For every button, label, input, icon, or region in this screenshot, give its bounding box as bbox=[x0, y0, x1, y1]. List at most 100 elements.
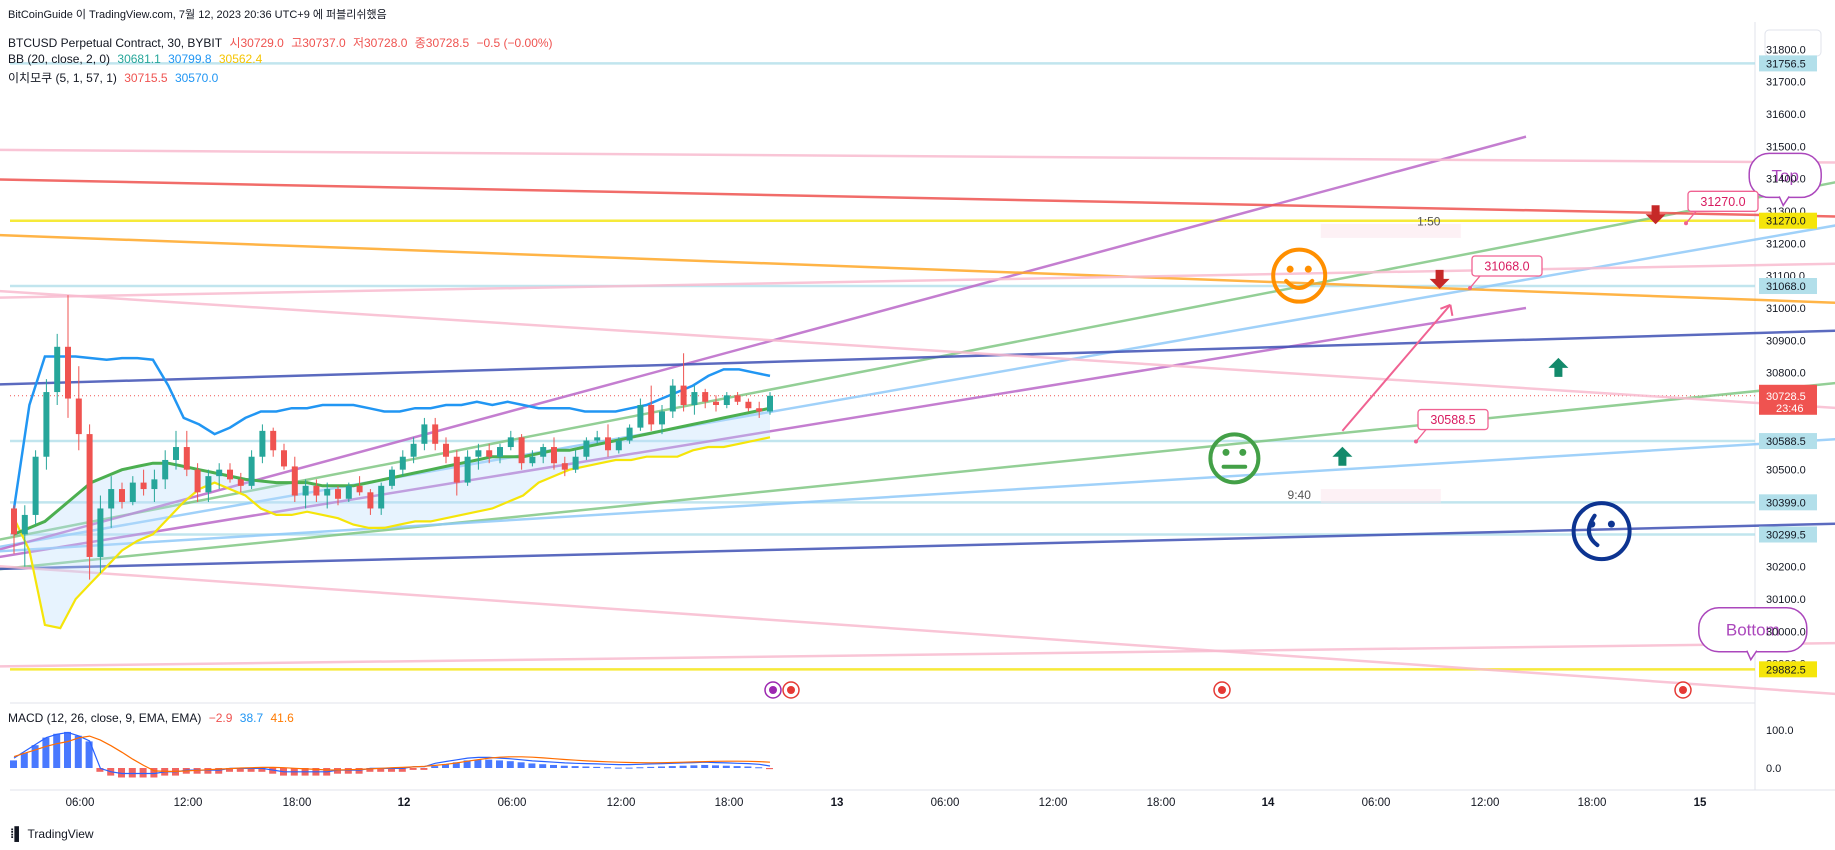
trend-line bbox=[0, 522, 1835, 571]
macd-histogram-bar bbox=[53, 733, 61, 768]
lightning-event-icon bbox=[764, 681, 782, 699]
price-tick-label: 30500.0 bbox=[1766, 465, 1806, 477]
macd-histogram-bar bbox=[614, 767, 622, 769]
projection-range-box bbox=[1320, 489, 1441, 504]
candle-body bbox=[453, 456, 460, 483]
price-tick-label: 31200.0 bbox=[1766, 238, 1806, 250]
macd-histogram-bar bbox=[31, 745, 39, 768]
macd-histogram-bar bbox=[150, 768, 158, 778]
callout-bottom: Bottom bbox=[1698, 606, 1808, 662]
price-note-pointer bbox=[1469, 275, 1481, 289]
bb-value-lower: 30562.4 bbox=[218, 52, 263, 66]
trend-line bbox=[0, 148, 1835, 164]
macd-histogram-bar bbox=[506, 761, 514, 768]
price-axis-label-box bbox=[1759, 661, 1817, 678]
candle-body bbox=[356, 485, 363, 493]
price-axis-label-text: 31270.0 bbox=[1766, 216, 1806, 228]
candle-body bbox=[497, 447, 503, 457]
down-arrow-icon bbox=[1645, 205, 1666, 225]
candle-body bbox=[389, 469, 395, 486]
macd-histogram-bar bbox=[755, 767, 763, 769]
price-note-text: 31270.0 bbox=[1700, 195, 1745, 209]
yellow-indicator-line bbox=[13, 436, 771, 630]
candle-body bbox=[486, 450, 493, 457]
candle-body bbox=[626, 427, 633, 441]
event-marker-core bbox=[787, 686, 795, 694]
price-axis-label-text: 30728.5 bbox=[1766, 391, 1806, 403]
macd-tick-label: 100.0 bbox=[1766, 725, 1794, 737]
bb-value-upper: 30799.8 bbox=[168, 52, 212, 66]
ichimoku-legend[interactable]: 이치모쿠 (5, 1, 57, 1) 30715.5 30570.0 bbox=[8, 69, 222, 86]
macd-histogram-bar bbox=[636, 767, 644, 769]
time-tick-label: 06:00 bbox=[66, 797, 95, 809]
down-arrow-icon bbox=[1429, 269, 1450, 289]
macd-histogram-bar bbox=[679, 765, 687, 768]
time-tick-label: 06:00 bbox=[498, 797, 527, 809]
time-ratio-label: 1:50 bbox=[1417, 215, 1441, 229]
candle-body bbox=[734, 395, 741, 402]
macd-histogram-bar bbox=[485, 759, 493, 768]
time-tick-label: 12 bbox=[398, 797, 411, 809]
candle-body bbox=[464, 456, 471, 483]
price-axis-label-box bbox=[1759, 526, 1817, 543]
macd-histogram-bar bbox=[452, 762, 460, 768]
candle-body bbox=[594, 437, 601, 441]
macd-histogram-bar bbox=[334, 768, 341, 774]
confused-face-icon-outline bbox=[1571, 501, 1632, 562]
candle-body bbox=[54, 346, 61, 393]
candle-body bbox=[572, 456, 579, 470]
candle-body bbox=[605, 437, 611, 451]
candle-body bbox=[97, 508, 104, 557]
macd-histogram-bar bbox=[701, 764, 709, 768]
candle-body bbox=[756, 408, 763, 412]
candle-body bbox=[518, 437, 525, 464]
candle-body bbox=[540, 447, 547, 457]
candle-body bbox=[367, 492, 374, 509]
candle-body bbox=[378, 485, 385, 509]
neutral-face-icon-eye bbox=[1239, 448, 1247, 456]
time-tick-label: 12:00 bbox=[1471, 797, 1500, 809]
price-note-pointer bbox=[1415, 429, 1427, 442]
candle-body bbox=[691, 392, 698, 405]
price-axis-label-box bbox=[1759, 278, 1817, 295]
candle-body bbox=[313, 485, 320, 496]
tradingview-logo-icon: ⁞▌ bbox=[10, 826, 24, 841]
bb-label: BB (20, close, 2, 0) bbox=[8, 52, 111, 66]
macd-histogram-bar bbox=[409, 768, 417, 770]
candle-body bbox=[32, 456, 39, 515]
price-note: 31270.0 bbox=[1684, 190, 1759, 226]
tradingview-footer[interactable]: ⁞▌ TradingView bbox=[10, 826, 94, 841]
price-axis-label-text: 31068.0 bbox=[1766, 281, 1806, 293]
price-axis-label: 30728.523:46 bbox=[1759, 384, 1817, 415]
macd-histogram-bar bbox=[474, 759, 482, 768]
macd-histogram-bar bbox=[733, 766, 741, 768]
price-axis-label-box bbox=[1759, 494, 1817, 511]
macd-histogram-bar bbox=[204, 768, 212, 774]
bb-legend[interactable]: BB (20, close, 2, 0) 30681.1 30799.8 305… bbox=[8, 52, 266, 66]
macd-histogram-bar bbox=[712, 765, 719, 768]
confused-face-icon bbox=[1571, 501, 1632, 562]
ichimoku-cloud bbox=[14, 408, 770, 629]
candle-body bbox=[475, 450, 482, 457]
price-axis-label-text: 30299.5 bbox=[1766, 529, 1806, 541]
macd-histogram-bar bbox=[388, 768, 395, 772]
macd-histogram-bar bbox=[560, 765, 568, 768]
macd-histogram-bar bbox=[226, 768, 233, 772]
trend-line bbox=[0, 181, 1835, 541]
candle-body bbox=[669, 385, 676, 412]
smiley-face-icon-eye bbox=[1286, 265, 1294, 273]
neutral-face-icon-eye bbox=[1222, 448, 1230, 456]
macd-histogram-bar bbox=[139, 768, 147, 778]
price-tick-label: 31000.0 bbox=[1766, 303, 1806, 315]
candle-body bbox=[183, 447, 190, 470]
price-tick-label: 30900.0 bbox=[1766, 335, 1806, 347]
macd-histogram-bar bbox=[118, 768, 125, 778]
candle-body bbox=[713, 401, 719, 405]
macd-legend[interactable]: MACD (12, 26, close, 9, EMA, EMA) −2.9 3… bbox=[8, 711, 298, 725]
candle-body bbox=[75, 398, 82, 435]
symbol-name[interactable]: BTCUSD Perpetual Contract, 30, BYBIT bbox=[8, 36, 223, 50]
ohlc-high: 고30737.0 bbox=[291, 36, 346, 50]
candle-body bbox=[345, 485, 352, 499]
candle-body bbox=[615, 440, 622, 451]
